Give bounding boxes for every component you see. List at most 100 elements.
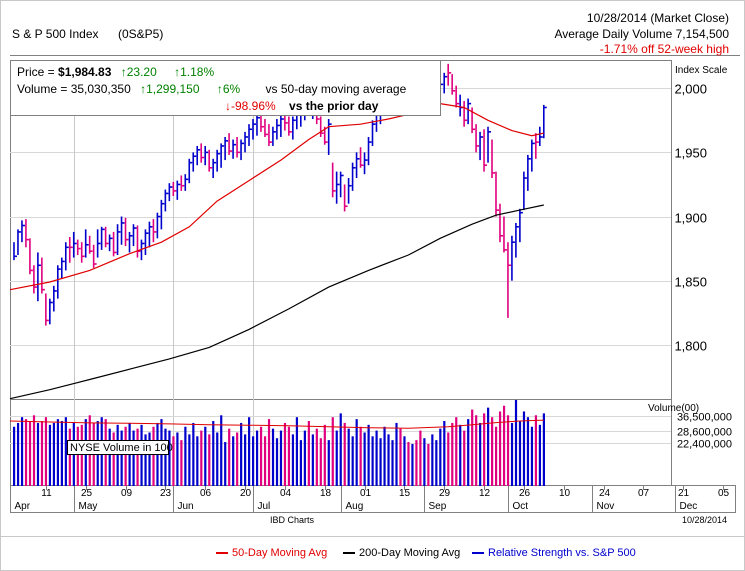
- volume-vs50-label: vs 50-day moving average: [265, 82, 407, 96]
- price-change-pct: 1.18%: [180, 65, 215, 79]
- volume-bar: [538, 424, 542, 486]
- volume-bar: [387, 434, 390, 486]
- volume-prior-pct: -98.96%: [231, 99, 276, 113]
- volume-bar: [467, 419, 470, 486]
- volume-bar: [315, 428, 318, 486]
- volume-bar: [447, 432, 450, 486]
- volume-bar: [259, 426, 263, 486]
- x-axis-day-labels: 11 25 09 23 06 20 04 18 01 15 29 12 26 10 24 07 21 05: [41, 488, 729, 499]
- volume-bar: [152, 426, 155, 486]
- volume-bar: [463, 430, 466, 486]
- volume-bar: [224, 442, 227, 486]
- x-day-label: 04: [280, 488, 292, 499]
- nyse-volume-line: [9, 419, 544, 429]
- x-day-label: 10: [559, 488, 571, 499]
- x-month-label: Dec: [680, 501, 698, 512]
- volume-bar: [483, 413, 486, 486]
- volume-bar: [140, 424, 143, 486]
- volume-bar: [267, 419, 271, 486]
- volume-bar: [459, 424, 462, 486]
- volume-bar: [164, 428, 167, 486]
- prior-day-arrow-icon: ↓: [225, 99, 231, 113]
- volume-bar: [522, 411, 526, 486]
- ma200-line: [9, 204, 544, 400]
- nyse-volume-label-box: [67, 440, 169, 455]
- x-day-label: 29: [439, 488, 451, 499]
- legend-ma200-swatch: [343, 552, 355, 555]
- nyse-volume-label: NYSE Volume in 100: [70, 442, 173, 454]
- x-month-label: Nov: [597, 501, 615, 512]
- volume-bar: [275, 438, 279, 486]
- volume-bar: [411, 443, 414, 486]
- x-day-label: 18: [320, 488, 332, 499]
- volume-bar: [375, 430, 378, 486]
- x-day-label: 09: [121, 488, 133, 499]
- volume-bar: [212, 421, 215, 486]
- x-day-label: 07: [638, 488, 650, 499]
- x-day-label: 21: [678, 488, 690, 499]
- volume-bar: [116, 424, 119, 486]
- volume-bar: [16, 422, 20, 486]
- volume-bar: [248, 417, 251, 486]
- volume-bar: [379, 438, 382, 486]
- legend-ma200-label: 200-Day Moving Avg: [359, 547, 461, 559]
- volume-bar: [339, 413, 342, 486]
- volume-bar: [279, 430, 283, 486]
- y-tick-label: 2,000: [674, 82, 707, 97]
- volume-bar: [68, 428, 71, 486]
- x-month-label: Apr: [15, 501, 31, 512]
- volume-bar: [251, 436, 255, 486]
- volume-bar: [303, 430, 306, 486]
- volume-bar: [180, 440, 183, 486]
- volume-bar: [263, 436, 267, 486]
- x-month-label: Aug: [346, 501, 364, 512]
- index-name: S & P 500 Index: [12, 27, 99, 41]
- volume-bar: [196, 436, 199, 486]
- volume-bar: [220, 415, 223, 486]
- volume-change-arrow-icon: ↑: [140, 82, 147, 96]
- volume-bar: [335, 430, 338, 486]
- volume-bar: [176, 432, 179, 486]
- volume-bar: [383, 426, 386, 486]
- volume-bar: [479, 422, 482, 486]
- price-change: 23.20: [126, 65, 157, 79]
- x-day-label: 11: [41, 488, 52, 499]
- x-day-label: 05: [718, 488, 730, 499]
- average-volume-line: Average Daily Volume 7,154,500: [554, 27, 729, 41]
- volume-bar: [443, 421, 446, 486]
- volume-bar: [204, 426, 207, 486]
- x-axis-month-labels: Apr May Jun Jul Aug Sep Oct Nov Dec: [15, 501, 698, 512]
- price-change-arrow-icon: ↑: [120, 65, 127, 79]
- volume-bar: [311, 434, 314, 486]
- volume-vs50-arrow-icon: ↑: [216, 82, 223, 96]
- volume-bar: [40, 421, 44, 486]
- legend-rs-label: Relative Strength vs. S&P 500: [488, 547, 636, 559]
- volume-bar: [399, 428, 402, 486]
- volume-bar: [112, 432, 115, 486]
- volume-bar: [64, 417, 67, 486]
- index-symbol: (0S&P5): [118, 27, 164, 41]
- ma50-line: [9, 102, 544, 291]
- x-month-label: Jul: [258, 501, 271, 512]
- x-day-label: 23: [160, 488, 172, 499]
- x-day-label: 12: [479, 488, 491, 499]
- volume-tick-label: 28,600,000: [677, 427, 732, 439]
- index-scale-label: Index Scale: [675, 65, 728, 76]
- volume-bar: [343, 422, 346, 486]
- x-day-label: 15: [399, 488, 411, 499]
- legend-rs: Relative Strength vs. S&P 500: [472, 547, 636, 559]
- volume-bar: [200, 430, 203, 486]
- off-high-line: -1.71% off 52-week high: [599, 42, 729, 56]
- volume-bar: [188, 434, 191, 486]
- x-month-label: Oct: [513, 501, 529, 512]
- legend-ma50-swatch: [216, 552, 228, 555]
- volume-bar: [331, 417, 334, 486]
- volume-bar: [347, 428, 350, 486]
- volume-bar: [208, 434, 211, 486]
- volume-change: 1,299,150: [146, 82, 200, 96]
- volume-bar: [228, 428, 231, 486]
- x-day-label: 24: [599, 488, 611, 499]
- volume-bar: [295, 417, 299, 486]
- x-day-label: 06: [200, 488, 212, 499]
